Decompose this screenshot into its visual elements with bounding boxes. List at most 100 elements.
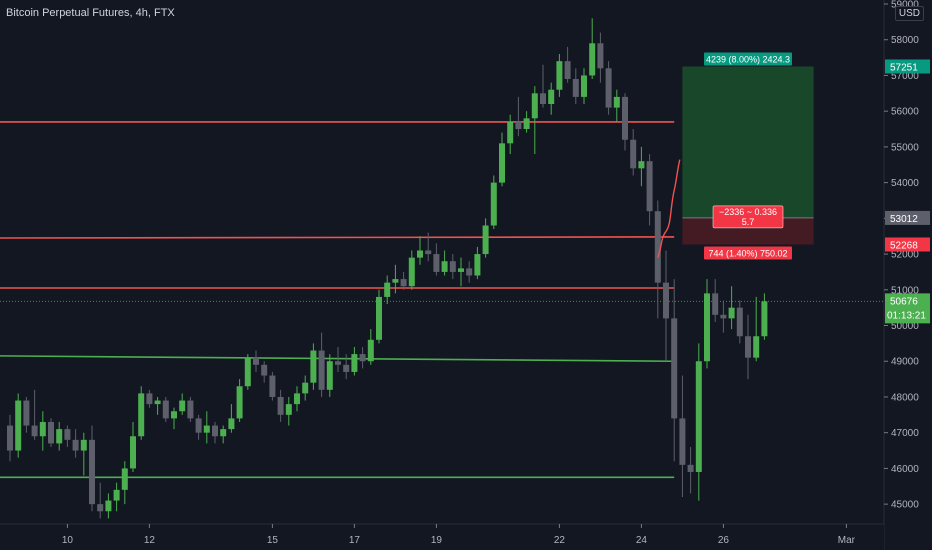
candle-body[interactable] <box>269 375 276 397</box>
candle-body[interactable] <box>433 254 440 272</box>
candle-body[interactable] <box>425 250 432 255</box>
candle-body[interactable] <box>154 400 161 405</box>
candle-body[interactable] <box>376 296 382 340</box>
candle-body[interactable] <box>704 293 710 362</box>
candle-body[interactable] <box>64 429 71 440</box>
candle-body[interactable] <box>277 396 284 415</box>
candle-body[interactable] <box>187 400 194 419</box>
candle-body[interactable] <box>244 357 251 387</box>
candle-body[interactable] <box>736 307 743 337</box>
candle-body[interactable] <box>326 361 333 390</box>
candle-body[interactable] <box>728 307 735 319</box>
candle-body[interactable] <box>458 268 464 272</box>
candle-body[interactable] <box>753 336 760 358</box>
candle-body[interactable] <box>113 489 120 501</box>
candle-body[interactable] <box>638 161 645 169</box>
candle-body[interactable] <box>597 43 604 69</box>
candle-body[interactable] <box>367 339 374 362</box>
candle-body[interactable] <box>105 500 112 512</box>
candle-body[interactable] <box>203 425 210 433</box>
candle-body[interactable] <box>15 400 22 451</box>
candle-body[interactable] <box>745 336 751 358</box>
candle-body[interactable] <box>171 411 177 419</box>
candle-body[interactable] <box>89 439 95 505</box>
candle-body[interactable] <box>482 225 489 255</box>
candle-body[interactable] <box>572 79 579 97</box>
candle-body[interactable] <box>564 61 571 80</box>
candle-body[interactable] <box>302 382 309 394</box>
candle-body[interactable] <box>540 93 546 105</box>
price-axis[interactable] <box>884 0 932 550</box>
candle-body[interactable] <box>23 400 30 426</box>
candle-body[interactable] <box>220 429 227 437</box>
candle-body[interactable] <box>499 143 505 183</box>
candle-body[interactable] <box>400 279 407 287</box>
candle-body[interactable] <box>121 468 128 490</box>
candle-body[interactable] <box>80 439 87 451</box>
candle-body[interactable] <box>671 318 678 419</box>
candle-body[interactable] <box>351 354 358 372</box>
candle-body[interactable] <box>318 350 325 390</box>
candle-body[interactable] <box>146 393 153 405</box>
candle-body[interactable] <box>408 257 415 287</box>
candle-body[interactable] <box>285 404 292 415</box>
candle-body[interactable] <box>335 361 341 365</box>
candle-body[interactable] <box>663 282 669 319</box>
candle-body[interactable] <box>236 386 243 419</box>
candle-body[interactable] <box>72 439 79 451</box>
candle-body[interactable] <box>466 268 473 276</box>
candle-body[interactable] <box>31 425 38 437</box>
candle-body[interactable] <box>679 418 686 465</box>
candle-body[interactable] <box>138 393 145 437</box>
candle-body[interactable] <box>441 261 448 272</box>
candle-body[interactable] <box>556 61 563 90</box>
candle-body[interactable] <box>48 421 54 444</box>
trend-line-green[interactable] <box>0 355 675 363</box>
freehand-drawing[interactable] <box>657 159 681 258</box>
currency-badge[interactable]: USD <box>894 6 924 21</box>
candle-body[interactable] <box>449 261 456 272</box>
candle-body[interactable] <box>761 301 768 337</box>
candle-body[interactable] <box>613 96 620 108</box>
candle-body[interactable] <box>310 350 317 383</box>
time-axis[interactable] <box>0 524 884 550</box>
candle-body[interactable] <box>531 93 538 119</box>
candle-body[interactable] <box>212 425 218 437</box>
candle-body[interactable] <box>179 400 186 412</box>
candle-body[interactable] <box>228 418 235 430</box>
candle-body[interactable] <box>515 121 522 130</box>
candle-body[interactable] <box>7 425 13 451</box>
candle-body[interactable] <box>687 464 694 472</box>
candle-body[interactable] <box>162 400 169 419</box>
candle-body[interactable] <box>384 282 391 297</box>
candle-body[interactable] <box>392 279 399 283</box>
candle-body[interactable] <box>589 43 596 76</box>
candle-body[interactable] <box>720 314 727 319</box>
candle-body[interactable] <box>359 354 366 362</box>
candle-body[interactable] <box>294 393 300 405</box>
candle-body[interactable] <box>654 211 661 283</box>
candle-body[interactable] <box>646 161 653 212</box>
candle-body[interactable] <box>695 361 702 472</box>
candle-body[interactable] <box>130 436 136 469</box>
candle-body[interactable] <box>417 250 423 258</box>
candle-body[interactable] <box>56 429 63 444</box>
candle-body[interactable] <box>581 75 587 97</box>
candle-body[interactable] <box>605 68 612 108</box>
candle-body[interactable] <box>343 364 350 372</box>
trend-line-red[interactable] <box>0 236 675 239</box>
candle-body[interactable] <box>39 421 46 437</box>
candle-body[interactable] <box>622 96 628 140</box>
candle-body[interactable] <box>97 504 104 512</box>
candle-body[interactable] <box>507 121 514 144</box>
candle-body[interactable] <box>523 118 530 130</box>
target-zone[interactable] <box>682 66 814 218</box>
candle-body[interactable] <box>712 293 719 315</box>
candle-body[interactable] <box>253 357 259 365</box>
candle-body[interactable] <box>630 139 637 169</box>
candle-body[interactable] <box>261 364 268 376</box>
candle-body[interactable] <box>490 182 497 226</box>
candle-body[interactable] <box>195 418 202 433</box>
candle-body[interactable] <box>548 89 555 105</box>
